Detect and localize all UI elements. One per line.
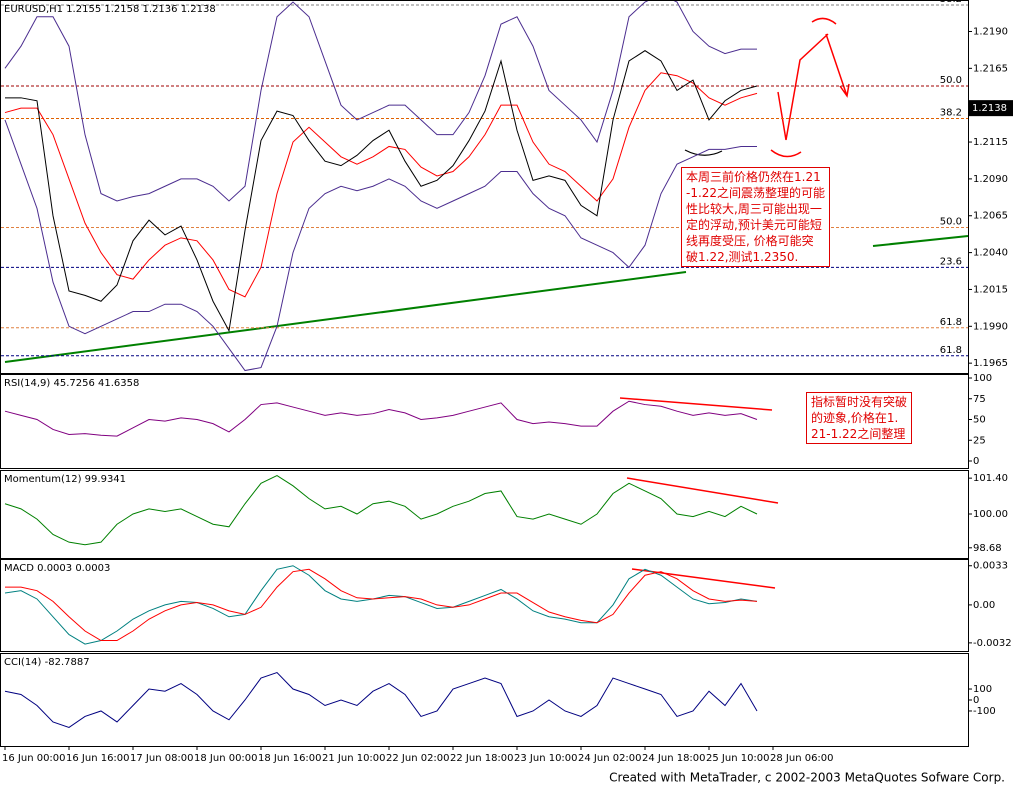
- series-line: [4, 475, 758, 546]
- annotation-line: 指标暂时没有突破: [811, 395, 908, 409]
- y-tick-label: -0.0032: [973, 638, 1012, 649]
- x-tick-label: 16 Jun 16:00: [66, 753, 130, 764]
- panel-title: CCI(14) -82.7887: [4, 657, 90, 668]
- series-line: [4, 400, 758, 437]
- level-label: 38.2: [940, 107, 962, 118]
- price-box: [968, 100, 1013, 117]
- y-tick-label: 1.2115: [973, 137, 1008, 148]
- y-tick-label: 1.2015: [973, 284, 1008, 295]
- y-tick-label: 100: [973, 373, 992, 384]
- annotation-line: 破1.22,测试1.2350.: [686, 250, 799, 264]
- y-tick-label: 50: [973, 415, 986, 426]
- y-tick-label: 1.2190: [973, 26, 1008, 37]
- level-label: 61.8: [940, 317, 962, 328]
- y-tick-label: 100.00: [973, 509, 1008, 520]
- last-price: 1.2138: [972, 103, 1007, 114]
- price-frame: [0, 0, 969, 374]
- series-line: [4, 72, 758, 298]
- x-tick-label: 18 Jun 16:00: [258, 753, 322, 764]
- x-tick-label: 18 Jun 00:00: [194, 753, 258, 764]
- annotation-line: 线再度受压, 价格可能突: [686, 234, 814, 248]
- y-tick-label: 98.68: [973, 543, 1002, 554]
- level-label: 50.0: [940, 217, 962, 228]
- rsi-frame: [0, 374, 969, 469]
- y-tick-label: 1.1965: [973, 358, 1008, 369]
- annotation: 本周三前价格仍然在1.21 -1.22之间震荡整理的可能 性比较大,周三可能出现一定…: [681, 167, 831, 267]
- x-tick-label: 17 Jun 08:00: [130, 753, 194, 764]
- bracket: [684, 149, 723, 156]
- x-tick-label: 16 Jun 00:00: [2, 753, 66, 764]
- y-tick-label: 75: [973, 394, 986, 405]
- series-line: [4, 671, 758, 728]
- y-tick-label: 1.2165: [973, 63, 1008, 74]
- y-tick-label: 1.2040: [973, 248, 1008, 259]
- footer: Created with MetaTrader, c 2002-2003 Met…: [609, 771, 1005, 785]
- annotation: 指标暂时没有突破 的迹象,价格在1. 21-1.22之间整理: [806, 392, 913, 444]
- level-label: 38.2: [940, 0, 962, 5]
- y-tick-label: 0.0033: [973, 561, 1008, 572]
- y-tick-label: 101.40: [973, 473, 1008, 484]
- series-line: [4, 119, 757, 372]
- y-tick-label: 100: [973, 684, 992, 695]
- annotation-line: 性比较大,周三可能出现一: [686, 202, 822, 216]
- x-tick-label: 22 Jun 02:00: [386, 753, 450, 764]
- x-tick-label: 24 Jun 02:00: [578, 753, 642, 764]
- annotation-line: 定的浮动,预计美元可能短: [686, 218, 822, 232]
- trend-line: [631, 568, 776, 589]
- trend-line: [619, 397, 773, 411]
- level-label: 23.6: [940, 256, 962, 267]
- panel-title: EURUSD,H1 1.2155 1.2158 1.2136 1.2138: [4, 4, 216, 15]
- annotation-line: 的迹象,价格在1.: [811, 411, 899, 425]
- x-tick-label: 23 Jun 10:00: [514, 753, 578, 764]
- panel-title: Momentum(12) 99.9341: [4, 474, 126, 485]
- x-tick-label: 28 Jun 06:00: [770, 753, 834, 764]
- level-label: 61.8: [940, 345, 962, 356]
- trend-line: [872, 235, 969, 247]
- y-tick-label: 1.1990: [973, 321, 1008, 332]
- x-tick-label: 21 Jun 10:00: [322, 753, 386, 764]
- y-tick-label: 25: [973, 435, 986, 446]
- panel-title: RSI(14,9) 45.7256 41.6358: [4, 378, 139, 389]
- series-line: [5, 568, 758, 642]
- y-tick-label: 0: [973, 456, 979, 467]
- annotation-line: 本周三前价格仍然在1.21: [686, 170, 821, 184]
- annotation-line: -1.22之间震荡整理的可能: [686, 186, 826, 200]
- y-tick-label: 0: [973, 695, 979, 706]
- y-tick-label: 0.00: [973, 600, 995, 611]
- annotation-line: 21-1.22之间整理: [811, 427, 906, 441]
- momentum-frame: [0, 470, 969, 559]
- series-line: [5, 50, 758, 333]
- x-tick-label: 24 Jun 18:00: [642, 753, 706, 764]
- x-tick-label: 25 Jun 10:00: [706, 753, 770, 764]
- macd-frame: [0, 559, 969, 652]
- level-label: 50.0: [940, 75, 962, 86]
- x-tick-label: 22 Jun 18:00: [450, 753, 514, 764]
- arrow: [770, 17, 850, 158]
- trend-line: [626, 477, 779, 504]
- series-line: [4, 565, 758, 645]
- y-tick-label: 1.2090: [973, 174, 1008, 185]
- trend-line: [4, 271, 687, 363]
- y-tick-label: 1.2065: [973, 211, 1008, 222]
- series-line: [4, 1, 757, 202]
- cci-frame: [0, 653, 969, 747]
- drawn-objects: [4, 17, 969, 589]
- panel-title: MACD 0.0003 0.0003: [4, 563, 110, 574]
- y-tick-label: -100: [973, 706, 996, 717]
